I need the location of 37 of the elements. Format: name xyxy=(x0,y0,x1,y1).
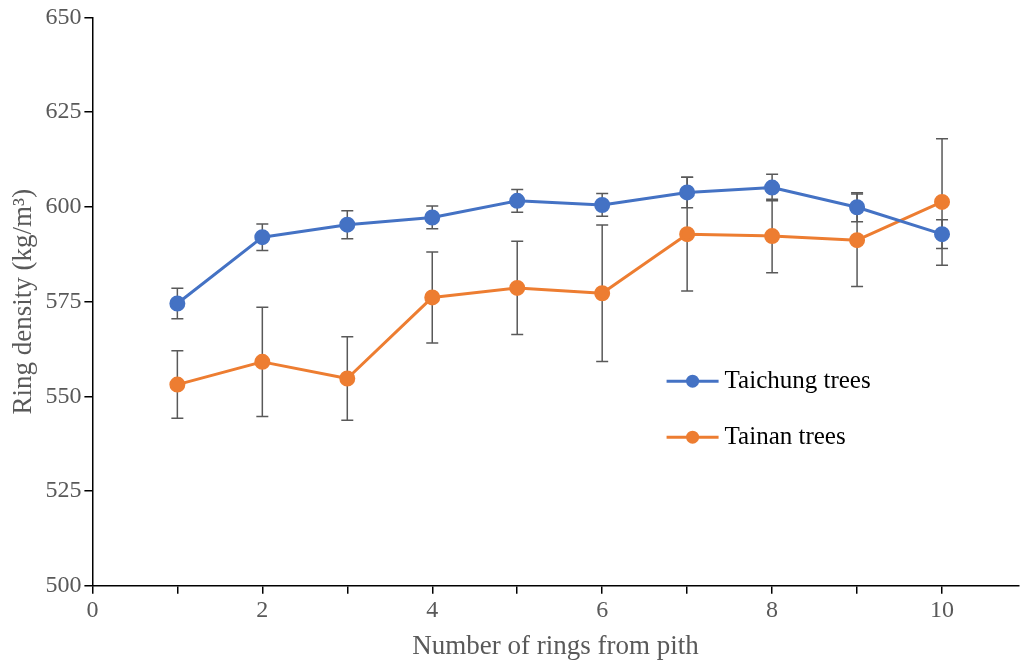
y-tick-label: 625 xyxy=(45,97,82,124)
x-axis-title: Number of rings from pith xyxy=(412,629,700,660)
point xyxy=(509,192,526,209)
point xyxy=(679,184,696,201)
legend-label: Taichung trees xyxy=(724,365,871,393)
point xyxy=(934,193,951,210)
y-tick-label: 650 xyxy=(45,2,82,29)
point xyxy=(594,285,611,302)
point xyxy=(679,226,696,243)
point xyxy=(764,179,781,196)
point xyxy=(339,370,356,387)
point xyxy=(339,216,356,233)
point xyxy=(934,226,951,243)
y-axis-title: Ring density (kg/m³) xyxy=(7,188,38,415)
legend-label: Tainan trees xyxy=(724,421,846,449)
point xyxy=(424,289,441,306)
x-tick-label: 8 xyxy=(766,596,779,623)
point xyxy=(764,228,781,245)
point xyxy=(254,229,271,246)
y-tick-label: 550 xyxy=(45,381,82,408)
point xyxy=(594,196,611,213)
y-tick-label: 575 xyxy=(45,286,82,313)
x-tick-label: 0 xyxy=(86,596,99,623)
y-tick-label: 500 xyxy=(45,571,82,598)
point xyxy=(849,232,866,249)
x-tick-label: 4 xyxy=(426,596,439,623)
x-tick-label: 10 xyxy=(930,596,955,623)
x-tick-label: 2 xyxy=(256,596,269,623)
point xyxy=(169,295,186,312)
y-tick-label: 525 xyxy=(45,476,82,503)
point xyxy=(254,353,271,370)
point xyxy=(509,279,526,296)
point xyxy=(424,209,441,226)
y-tick-label: 600 xyxy=(45,192,82,219)
x-tick-label: 6 xyxy=(596,596,609,623)
point xyxy=(169,376,186,393)
point xyxy=(849,199,866,216)
